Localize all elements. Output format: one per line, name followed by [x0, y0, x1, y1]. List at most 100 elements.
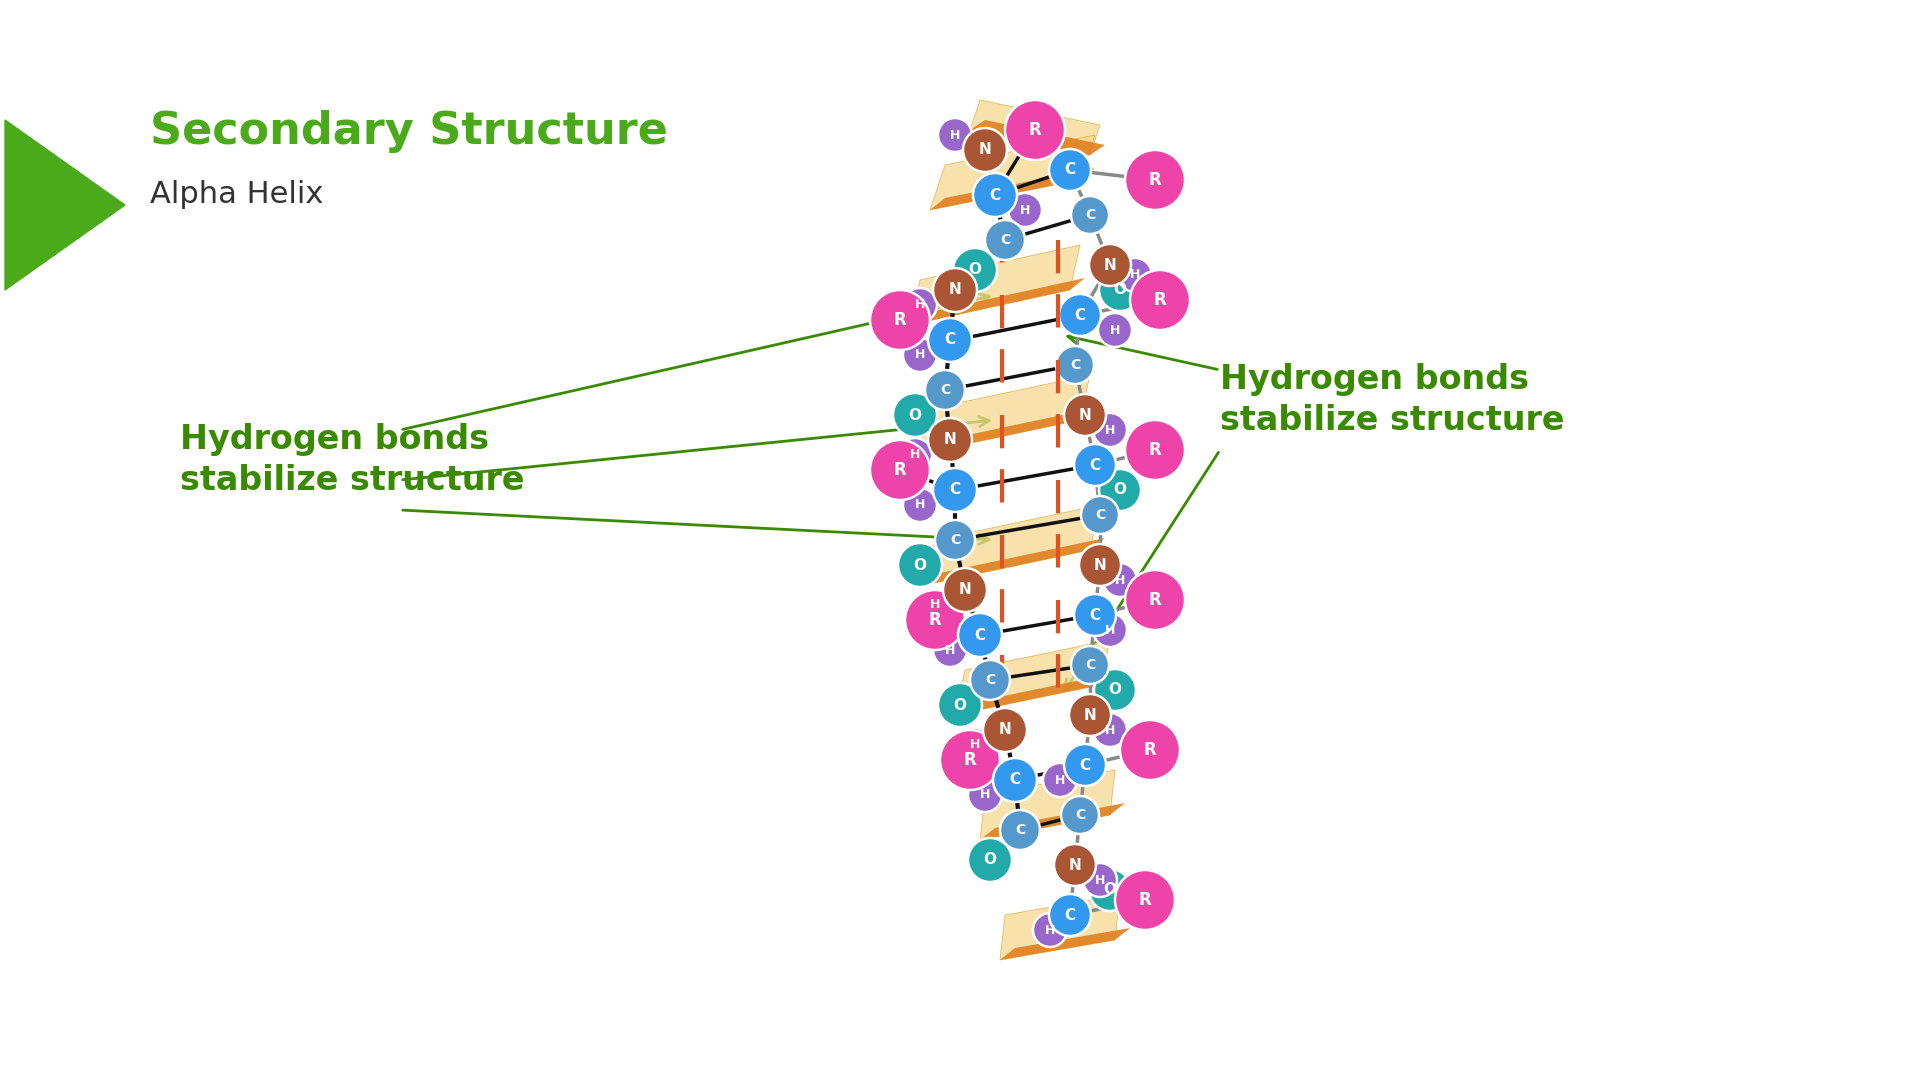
Text: Hydrogen bonds
stabilize structure: Hydrogen bonds stabilize structure — [180, 423, 524, 497]
Circle shape — [1081, 496, 1119, 534]
Text: C: C — [975, 627, 985, 643]
Circle shape — [933, 468, 977, 512]
Circle shape — [1125, 150, 1185, 210]
Circle shape — [1089, 869, 1131, 912]
Text: N: N — [1083, 707, 1096, 723]
Text: N: N — [1079, 407, 1091, 422]
Circle shape — [899, 438, 931, 472]
Text: C: C — [948, 483, 960, 498]
Text: C: C — [1089, 458, 1100, 473]
Polygon shape — [929, 168, 1094, 210]
Text: C: C — [1079, 757, 1091, 772]
Circle shape — [968, 838, 1012, 882]
Text: C: C — [1075, 308, 1085, 323]
Text: Alpha Helix: Alpha Helix — [150, 180, 323, 210]
Circle shape — [1125, 420, 1185, 480]
Text: O: O — [908, 407, 922, 422]
Circle shape — [970, 660, 1010, 700]
Text: H: H — [945, 644, 954, 657]
Polygon shape — [916, 408, 1094, 455]
Text: C: C — [1010, 772, 1021, 787]
Circle shape — [1043, 762, 1077, 797]
Circle shape — [941, 730, 1000, 789]
Text: H: H — [1044, 923, 1056, 936]
Text: H: H — [1020, 203, 1031, 216]
Text: C: C — [1064, 162, 1075, 177]
Circle shape — [1092, 413, 1127, 447]
Polygon shape — [970, 120, 1106, 156]
Polygon shape — [1000, 895, 1119, 960]
Text: C: C — [1064, 907, 1075, 922]
Circle shape — [1064, 394, 1106, 436]
Text: R: R — [1148, 441, 1162, 459]
Circle shape — [1094, 669, 1137, 711]
Circle shape — [899, 543, 943, 588]
Polygon shape — [910, 245, 1079, 325]
Circle shape — [1062, 796, 1098, 834]
Circle shape — [1083, 863, 1117, 897]
Circle shape — [893, 393, 937, 437]
Circle shape — [1089, 244, 1131, 286]
Circle shape — [1056, 346, 1094, 384]
Text: N: N — [1069, 858, 1081, 873]
Text: H: H — [929, 598, 941, 611]
Text: O: O — [968, 262, 981, 278]
Circle shape — [1116, 870, 1175, 930]
Text: N: N — [1094, 557, 1106, 572]
Text: R: R — [1139, 891, 1152, 909]
Polygon shape — [1000, 928, 1131, 960]
Circle shape — [1071, 646, 1110, 684]
Circle shape — [958, 728, 993, 762]
Text: O: O — [1104, 882, 1117, 897]
Circle shape — [1073, 594, 1116, 636]
Polygon shape — [954, 640, 1110, 715]
Text: C: C — [950, 534, 960, 546]
Text: H: H — [914, 298, 925, 311]
Text: N: N — [979, 143, 991, 158]
Polygon shape — [954, 673, 1116, 715]
Circle shape — [1004, 100, 1066, 160]
Circle shape — [1117, 258, 1152, 292]
Circle shape — [933, 268, 977, 312]
Text: Secondary Structure: Secondary Structure — [150, 110, 668, 153]
Circle shape — [902, 288, 937, 322]
Circle shape — [1092, 713, 1127, 747]
Circle shape — [943, 568, 987, 612]
Circle shape — [870, 291, 929, 350]
Polygon shape — [6, 120, 125, 291]
Text: O: O — [983, 852, 996, 867]
Circle shape — [904, 590, 966, 650]
Polygon shape — [916, 375, 1091, 455]
Circle shape — [927, 318, 972, 362]
Text: C: C — [1069, 357, 1081, 372]
Circle shape — [1071, 195, 1110, 234]
Circle shape — [918, 588, 952, 622]
Text: H: H — [1054, 773, 1066, 786]
Polygon shape — [925, 538, 1106, 585]
Text: O: O — [914, 557, 927, 572]
Circle shape — [933, 633, 968, 667]
Polygon shape — [979, 770, 1116, 840]
Text: O: O — [1108, 683, 1121, 698]
Circle shape — [993, 758, 1037, 802]
Text: Hydrogen bonds
stabilize structure: Hydrogen bonds stabilize structure — [1219, 363, 1565, 437]
Circle shape — [939, 118, 972, 152]
Circle shape — [1048, 894, 1091, 936]
Circle shape — [968, 778, 1002, 812]
Text: H: H — [1104, 724, 1116, 737]
Circle shape — [939, 683, 981, 727]
Circle shape — [1073, 444, 1116, 486]
Text: N: N — [958, 582, 972, 597]
Circle shape — [1069, 694, 1112, 735]
Text: H: H — [914, 349, 925, 362]
Text: R: R — [1148, 171, 1162, 189]
Circle shape — [1098, 313, 1133, 347]
Text: H: H — [950, 129, 960, 141]
Text: N: N — [1104, 257, 1116, 272]
Circle shape — [1033, 913, 1068, 947]
Circle shape — [1098, 469, 1140, 511]
Polygon shape — [970, 100, 1100, 156]
Circle shape — [870, 440, 929, 500]
Text: O: O — [1114, 483, 1127, 498]
Text: C: C — [945, 333, 956, 348]
